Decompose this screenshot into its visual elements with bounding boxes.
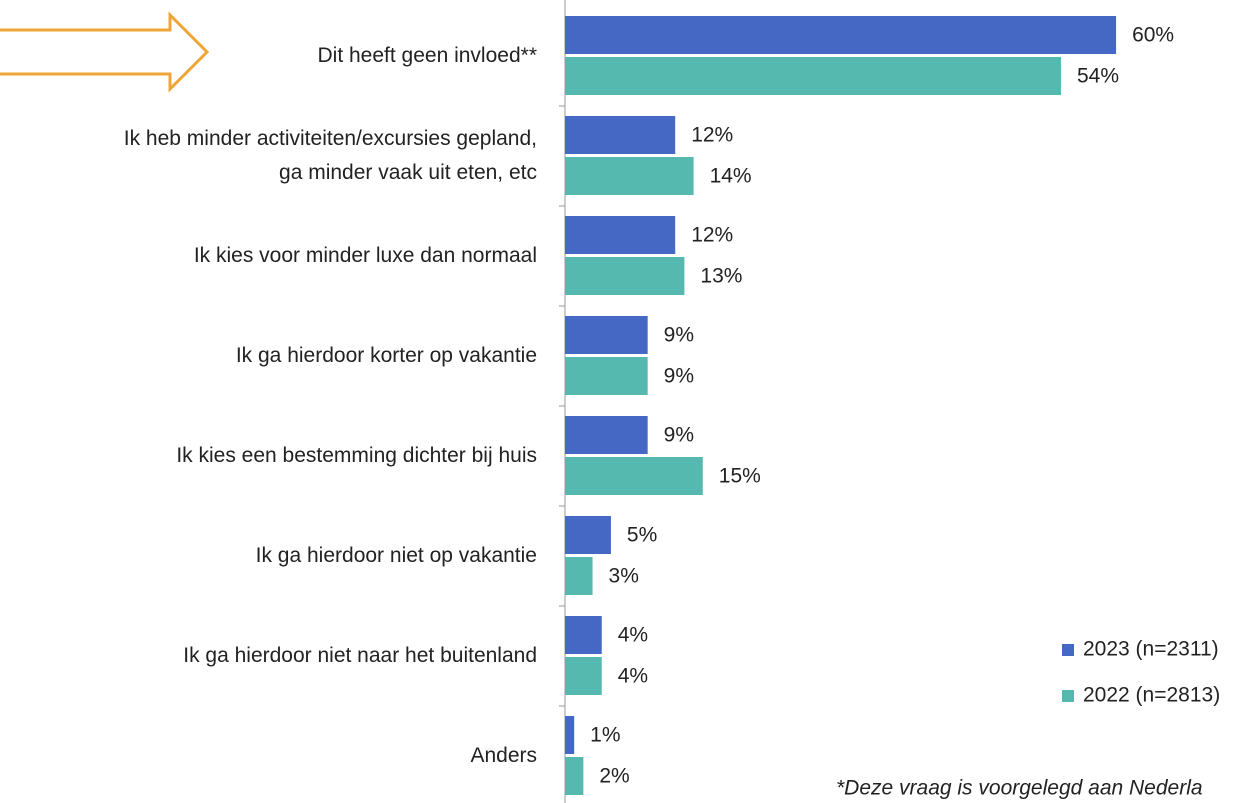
- bar: [565, 357, 648, 395]
- bar: [565, 57, 1061, 95]
- bar: [565, 316, 648, 354]
- data-label: 1%: [590, 724, 620, 747]
- data-label: 2%: [599, 765, 629, 788]
- bar: [565, 257, 685, 295]
- category-label: Anders: [470, 744, 537, 767]
- data-label: 15%: [719, 465, 761, 488]
- legend-label: 2023 (n=2311): [1083, 638, 1219, 661]
- category-label: Ik ga hierdoor niet naar het buitenland: [183, 644, 537, 667]
- legend-label: 2022 (n=2813): [1083, 684, 1220, 707]
- category-label: Ik ga hierdoor korter op vakantie: [235, 344, 537, 367]
- category-label: Ik kies voor minder luxe dan normaal: [193, 244, 537, 267]
- category-label: Ik ga hierdoor niet op vakantie: [255, 544, 537, 567]
- bar: [565, 657, 602, 695]
- bar: [565, 716, 575, 754]
- arrow: [0, 11, 210, 93]
- bar: [565, 157, 694, 195]
- bar: [565, 616, 602, 654]
- data-label: 54%: [1077, 65, 1119, 88]
- data-label: 9%: [664, 365, 694, 388]
- data-label: 60%: [1132, 24, 1174, 47]
- data-label: 12%: [691, 124, 733, 147]
- data-label: 4%: [618, 665, 648, 688]
- category-label: Ik kies een bestemming dichter bij huis: [176, 444, 537, 467]
- data-label: 14%: [710, 165, 752, 188]
- bar: [565, 557, 593, 595]
- bar: [565, 216, 676, 254]
- data-label: 5%: [627, 524, 657, 547]
- bar: [565, 457, 703, 495]
- category-label: Ik heb minder activiteiten/excursies gep…: [123, 127, 537, 184]
- legend-swatch: [1062, 690, 1074, 702]
- annotation: *Deze vraag is voorgelegd aan Nederla: [836, 777, 1203, 800]
- data-label: 3%: [609, 565, 639, 588]
- data-label: 9%: [664, 424, 694, 447]
- category-label: Dit heeft geen invloed**: [317, 44, 538, 67]
- bar: [565, 757, 584, 795]
- data-label: 13%: [700, 265, 742, 288]
- bar: [565, 416, 648, 454]
- data-label: 12%: [691, 224, 733, 247]
- data-label: 9%: [664, 324, 694, 347]
- data-label: 4%: [618, 624, 648, 647]
- bar: [565, 516, 611, 554]
- bar: [565, 116, 676, 154]
- legend-swatch: [1062, 644, 1074, 656]
- bar: [565, 16, 1117, 54]
